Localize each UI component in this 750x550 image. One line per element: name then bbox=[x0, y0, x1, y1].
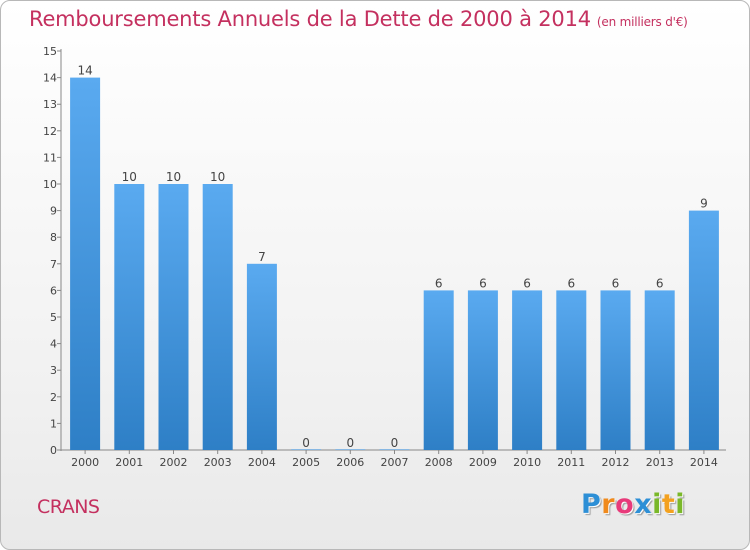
logo-letter: r bbox=[601, 489, 616, 520]
x-tick-label: 2001 bbox=[115, 456, 143, 469]
data-label: 0 bbox=[391, 436, 399, 450]
bar-2008 bbox=[423, 290, 454, 450]
proxiti-logo[interactable]: Proxiti bbox=[581, 489, 685, 520]
y-tick-label: 3 bbox=[50, 364, 57, 377]
bar-2006 bbox=[335, 449, 366, 450]
x-tick-label: 2005 bbox=[292, 456, 320, 469]
x-axis: 2000 2001 2002 2003 2004 2005 2006 2007 2008 2009… bbox=[61, 449, 726, 469]
y-tick-label: 13 bbox=[43, 98, 57, 111]
title-text: Remboursements Annuels de la Dette de 20… bbox=[29, 7, 591, 31]
y-tick-label: 9 bbox=[50, 205, 57, 218]
commune-name: CRANS bbox=[37, 496, 100, 518]
y-tick-label: 6 bbox=[50, 284, 57, 297]
logo-letter: i bbox=[652, 489, 662, 520]
y-tick-label: 2 bbox=[50, 391, 57, 404]
logo-letter: o bbox=[615, 489, 635, 520]
logo-letter: P bbox=[581, 489, 602, 520]
y-tick-label: 11 bbox=[43, 151, 57, 164]
bar-2004 bbox=[246, 263, 277, 450]
data-label: 6 bbox=[435, 276, 443, 290]
x-tick-label: 2000 bbox=[71, 456, 99, 469]
data-label: 10 bbox=[166, 170, 181, 184]
x-tick-label: 2014 bbox=[690, 456, 718, 469]
data-label: 7 bbox=[258, 250, 266, 264]
y-tick-label: 15 bbox=[43, 45, 57, 58]
data-label: 10 bbox=[122, 170, 137, 184]
data-label: 14 bbox=[77, 64, 92, 78]
bar-2007 bbox=[379, 449, 410, 450]
bar-2014 bbox=[688, 210, 719, 450]
x-tick-label: 2008 bbox=[425, 456, 453, 469]
bar-2013 bbox=[644, 290, 675, 450]
data-label: 6 bbox=[479, 276, 487, 290]
bar-2009 bbox=[467, 290, 498, 450]
x-tick-label: 2003 bbox=[204, 456, 232, 469]
bar-2011 bbox=[556, 290, 587, 450]
x-tick-label: 2009 bbox=[469, 456, 497, 469]
bar-2000 bbox=[70, 77, 101, 450]
x-tick-label: 2012 bbox=[602, 456, 630, 469]
x-tick-label: 2004 bbox=[248, 456, 276, 469]
unit-note: (en milliers d'€) bbox=[596, 15, 688, 29]
x-tick-label: 2006 bbox=[336, 456, 364, 469]
logo-letter: x bbox=[634, 489, 653, 520]
bar-2010 bbox=[512, 290, 543, 450]
data-label: 6 bbox=[567, 276, 575, 290]
y-tick-label: 4 bbox=[50, 338, 57, 351]
bar-2012 bbox=[600, 290, 631, 450]
data-label: 10 bbox=[210, 170, 225, 184]
data-label: 0 bbox=[302, 436, 310, 450]
data-label: 6 bbox=[656, 276, 664, 290]
x-tick-label: 2010 bbox=[513, 456, 541, 469]
data-label: 0 bbox=[346, 436, 354, 450]
y-tick-label: 12 bbox=[43, 125, 57, 138]
bars bbox=[70, 77, 719, 450]
x-tick-label: 2011 bbox=[557, 456, 585, 469]
bar-2005 bbox=[291, 449, 322, 450]
y-tick-label: 0 bbox=[50, 444, 57, 457]
chart-title: Remboursements Annuels de la Dette de 20… bbox=[29, 7, 688, 31]
x-tick-label: 2007 bbox=[381, 456, 409, 469]
y-tick-label: 1 bbox=[50, 417, 57, 430]
y-tick-label: 7 bbox=[50, 258, 57, 271]
data-label: 6 bbox=[523, 276, 531, 290]
x-tick-label: 2002 bbox=[160, 456, 188, 469]
y-tick-label: 8 bbox=[50, 231, 57, 244]
bar-2003 bbox=[202, 184, 233, 450]
data-label: 6 bbox=[612, 276, 620, 290]
x-tick-label: 2013 bbox=[646, 456, 674, 469]
bar-2001 bbox=[114, 184, 145, 450]
y-tick-label: 5 bbox=[50, 311, 57, 324]
y-tick-label: 10 bbox=[43, 178, 57, 191]
logo-letter: i bbox=[675, 489, 686, 520]
y-tick-label: 14 bbox=[43, 72, 57, 85]
data-label: 9 bbox=[700, 197, 708, 211]
data-labels: 14 10 10 10 7 0 0 0 6 6 6 6 6 6 9 bbox=[77, 64, 707, 450]
logo-letter: t bbox=[661, 489, 676, 520]
bar-2002 bbox=[158, 184, 189, 450]
